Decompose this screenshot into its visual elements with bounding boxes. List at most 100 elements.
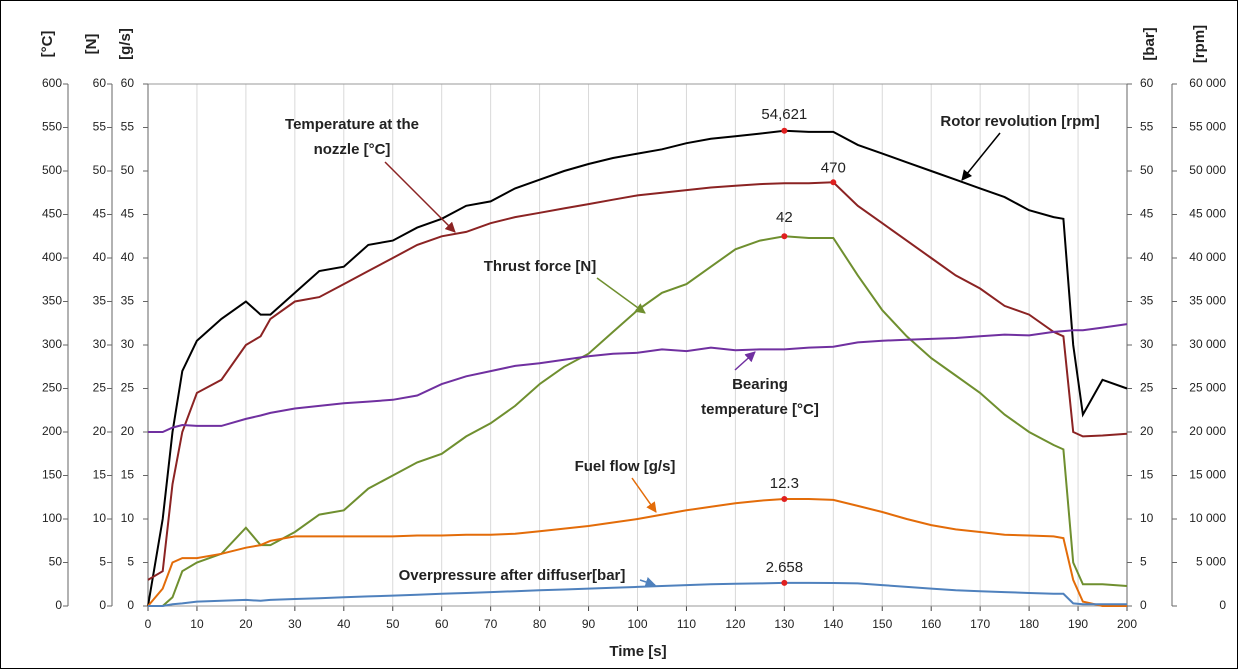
y-tick-label: 55 000 [1189,120,1226,134]
y-tick-label: 20 [1140,424,1154,438]
peak-marker [830,179,837,186]
x-tick-label: 110 [677,617,696,631]
y-axis-title: [°C] [39,31,56,58]
y-tick-label: 50 [1140,163,1154,177]
series-line [148,235,1128,607]
y-tick-label: 20 [121,424,135,438]
y-tick-label: 45 [1140,207,1154,221]
x-tick-label: 200 [1117,617,1137,631]
y-tick-label: 250 [42,381,62,395]
annotation: temperature [°C] [701,401,819,418]
series-line [148,323,1128,433]
y-tick-label: 60 [1140,76,1154,90]
x-tick-label: 30 [288,617,302,631]
y-tick-label: 10 000 [1189,511,1226,525]
y-tick-label: 50 000 [1189,163,1226,177]
peak-marker [781,579,788,586]
annotation-arrow [596,277,646,314]
x-tick-label: 130 [774,617,794,631]
y-tick-label: 60 [121,76,135,90]
y-tick-label: 50 [49,555,63,569]
x-tick-label: 40 [337,617,351,631]
x-tick-label: 140 [823,617,843,631]
y-tick-label: 40 [1140,250,1154,264]
y-tick-label: 400 [42,250,62,264]
y-axis-title: [g/s] [117,28,134,60]
peak-label: 42 [776,209,793,226]
y-tick-label: 35 [121,294,135,308]
annotation: Overpressure after diffuser[bar] [399,567,626,584]
annotation: Fuel flow [g/s] [575,458,676,475]
y-tick-label: 15 [93,468,107,482]
y-tick-label: 5 [99,555,106,569]
y-tick-label: 0 [127,598,134,612]
peak-label: 2.658 [766,559,804,576]
y-tick-label: 60 [93,76,107,90]
y-tick-label: 20 000 [1189,424,1226,438]
x-tick-label: 150 [872,617,892,631]
series-line [147,129,1128,607]
y-tick-label: 55 [1140,120,1154,134]
x-axis-label: Time [s] [609,643,666,660]
annotation-arrow [639,577,656,587]
y-tick-label: 30 [121,337,135,351]
y-tick-label: 5 [127,555,134,569]
y-tick-label: 10 [121,511,135,525]
y-tick-label: 150 [42,468,62,482]
series-line [147,181,1128,581]
x-tick-label: 60 [435,617,449,631]
y-tick-label: 0 [1219,598,1226,612]
annotation: Rotor revolution [rpm] [940,113,1099,130]
y-tick-label: 25 [93,381,107,395]
x-tick-label: 170 [970,617,990,631]
peak-marker [781,495,788,502]
y-tick-label: 40 [93,250,107,264]
y-tick-label: 50 [121,163,135,177]
y-tick-label: 35 [1140,294,1154,308]
y-tick-label: 50 [93,163,107,177]
y-tick-label: 60 000 [1189,76,1226,90]
y-tick-label: 25 [121,381,135,395]
y-tick-label: 600 [42,76,62,90]
y-tick-label: 30 000 [1189,337,1226,351]
annotation-arrow [631,477,657,513]
y-tick-label: 450 [42,207,62,221]
y-tick-label: 550 [42,120,62,134]
y-axis-title: [N] [83,34,100,55]
y-tick-label: 40 000 [1189,250,1226,264]
y-tick-label: 0 [1140,598,1147,612]
x-tick-label: 70 [484,617,498,631]
y-tick-label: 25 000 [1189,381,1226,395]
annotation: Thrust force [N] [484,258,597,275]
y-axis-title: [bar] [1141,27,1158,60]
y-tick-label: 30 [1140,337,1154,351]
y-tick-label: 200 [42,424,62,438]
annotation-arrow [384,161,456,233]
annotation: Bearing [732,376,788,393]
x-tick-label: 10 [190,617,204,631]
y-tick-label: 0 [55,598,62,612]
y-tick-label: 10 [93,511,107,525]
x-tick-label: 180 [1019,617,1039,631]
x-tick-label: 190 [1068,617,1088,631]
x-tick-label: 100 [627,617,647,631]
series-line [147,498,1127,607]
annotation-arrow [961,132,1001,181]
y-tick-label: 30 [93,337,107,351]
series-line [148,581,1127,607]
y-tick-label: 40 [121,250,135,264]
peak-marker [781,127,788,134]
y-tick-label: 5 000 [1196,555,1226,569]
y-tick-label: 20 [93,424,107,438]
y-tick-label: 100 [42,511,62,525]
x-tick-label: 50 [386,617,400,631]
y-tick-label: 55 [121,120,135,134]
y-tick-label: 15 [121,468,135,482]
annotation: Temperature at the [285,116,419,133]
y-axis-title: [rpm] [1191,25,1208,63]
x-tick-label: 0 [145,617,152,631]
y-tick-label: 15 000 [1189,468,1226,482]
y-tick-label: 35 000 [1189,294,1226,308]
y-tick-label: 35 [93,294,107,308]
